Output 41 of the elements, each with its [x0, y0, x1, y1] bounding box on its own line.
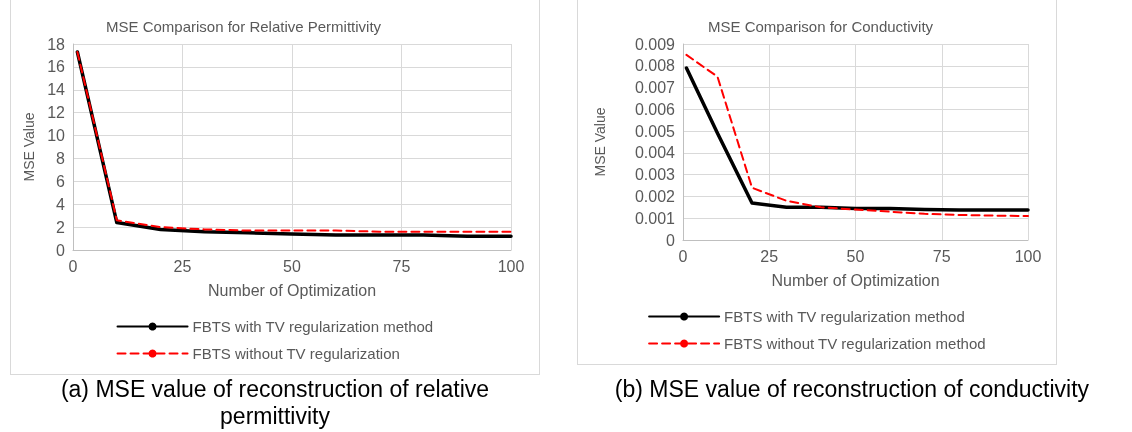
y-tick-label: 0.004: [634, 144, 676, 162]
y-tick-label: 0.002: [634, 187, 676, 205]
legend-label: FBTS without TV regularization method: [724, 335, 986, 352]
y-axis-title: MSE Value: [21, 112, 38, 182]
x-tick-label: 0: [678, 247, 688, 265]
y-tick-label: 0.001: [634, 209, 676, 227]
text: (a) MSE value of reconstruction of relative permittivity: [59, 376, 491, 430]
x-tick-label: 25: [173, 257, 192, 275]
x-tick-label: 100: [497, 257, 525, 275]
text: (b) MSE value of reconstruction of conductivity: [613, 376, 1091, 403]
x-tick-label: 50: [846, 247, 865, 265]
y-tick-label: 0.008: [634, 57, 676, 75]
x-tick-label: 50: [283, 257, 301, 275]
y-tick-label: 0.005: [634, 122, 676, 140]
x-tick-label: 0: [68, 257, 78, 275]
y-tick-label: 4: [56, 195, 66, 213]
y-tick-label: 0.003: [634, 166, 676, 184]
x-tick-label: 25: [760, 247, 779, 265]
legend-label: FBTS with TV regularization method: [724, 308, 965, 325]
chart-title: MSE Comparison for Conductivity: [708, 18, 934, 35]
x-tick-label: 100: [1014, 247, 1042, 265]
legend-label: FBTS with TV regularization method: [192, 318, 434, 335]
y-tick-label: 6: [56, 172, 66, 190]
x-tick-label: 75: [932, 247, 951, 265]
x-axis-title: Number of Optimization: [771, 271, 940, 289]
x-axis-title: Number of Optimization: [207, 281, 377, 299]
y-tick-label: 16: [47, 58, 66, 76]
legend-label: FBTS without TV regularization: [192, 345, 400, 362]
y-tick-label: 12: [47, 104, 66, 122]
y-tick-label: 2: [56, 218, 66, 236]
y-tick-label: 10: [47, 127, 66, 145]
y-tick-label: 0: [666, 231, 676, 249]
y-tick-label: 8: [56, 149, 66, 167]
chart-title: MSE Comparison for Relative Permittivity: [106, 18, 382, 35]
y-tick-label: 18: [47, 35, 66, 53]
x-tick-label: 75: [392, 257, 411, 275]
y-tick-label: 0.006: [634, 100, 676, 118]
y-tick-label: 0.009: [634, 35, 676, 53]
y-tick-label: 0.007: [634, 79, 676, 97]
y-axis-title: MSE Value: [592, 107, 608, 177]
y-tick-label: 14: [47, 81, 66, 99]
